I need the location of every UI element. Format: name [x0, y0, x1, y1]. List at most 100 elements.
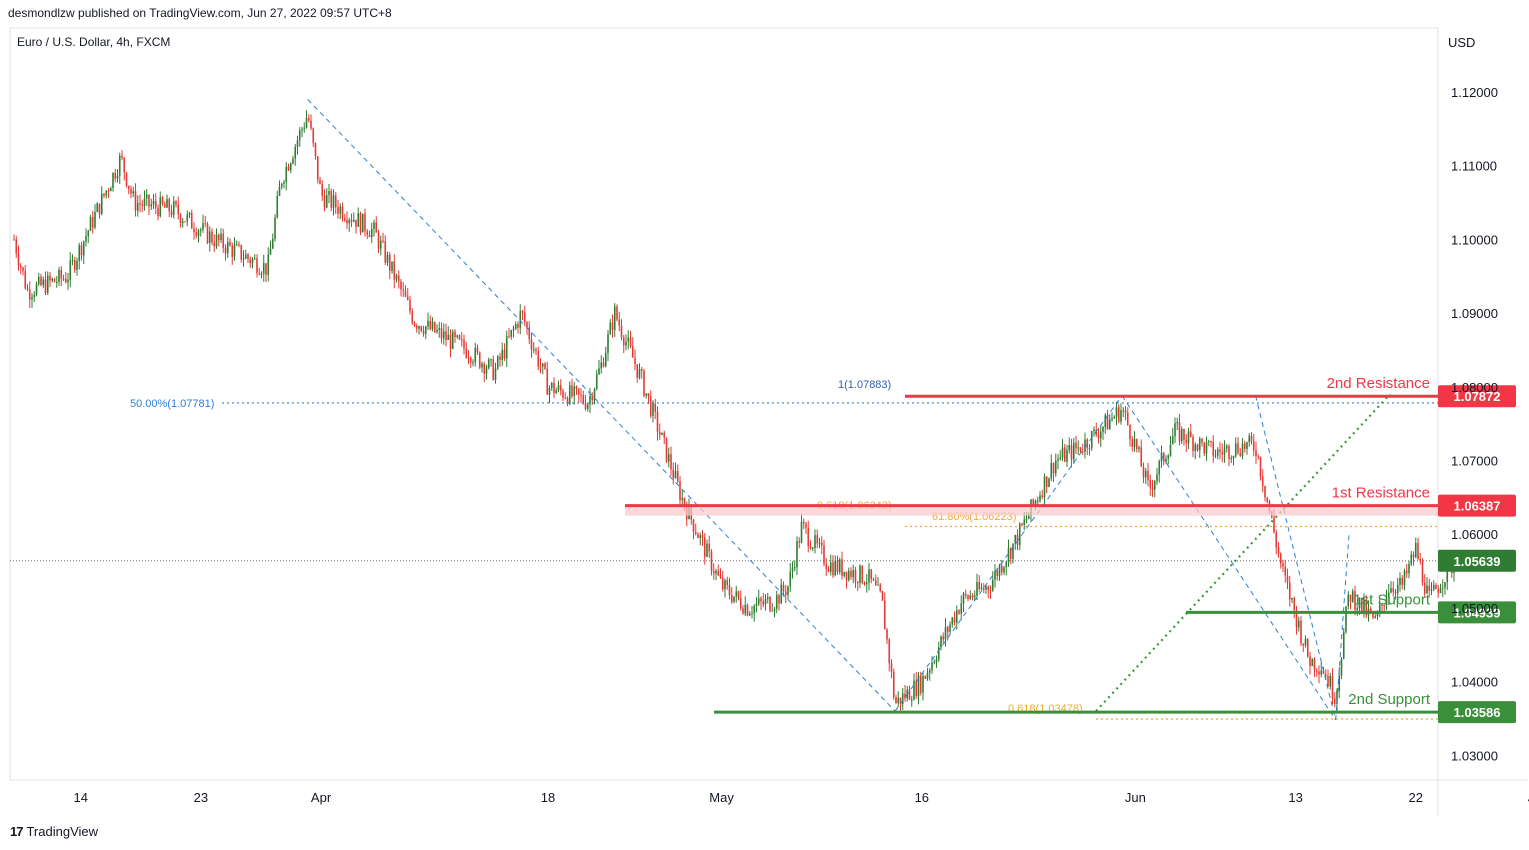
candle-body	[310, 120, 312, 129]
candle-body	[312, 128, 315, 144]
candle-body	[125, 172, 128, 186]
candle-body	[1187, 431, 1190, 444]
candle-body	[827, 568, 830, 572]
candle-body	[1414, 542, 1417, 558]
candle-body	[1149, 479, 1152, 488]
candle-body	[877, 584, 879, 586]
candle-body	[1444, 582, 1446, 588]
candle-body	[953, 617, 956, 623]
candle-body	[994, 571, 996, 580]
candle-body	[1255, 450, 1257, 457]
candle-body	[82, 241, 85, 256]
candle-body	[87, 230, 90, 237]
candle-body	[643, 370, 645, 396]
candle-body	[235, 244, 238, 246]
candle-body	[595, 374, 598, 389]
candle-body	[413, 322, 416, 326]
candle-body	[1365, 599, 1368, 616]
candle-body	[1106, 415, 1109, 430]
candle-body	[526, 322, 528, 328]
candle-body	[339, 206, 342, 214]
candle-body	[973, 595, 976, 598]
candle-body	[379, 240, 382, 249]
price-tag-box	[1438, 385, 1516, 408]
candle-body	[1340, 658, 1343, 676]
candle-body	[532, 349, 535, 351]
candle-body	[186, 214, 189, 222]
candle-body	[1189, 431, 1192, 437]
candle-body	[1327, 675, 1329, 687]
candle-body	[1408, 563, 1410, 574]
candle-body	[409, 299, 411, 312]
candle-body	[1264, 486, 1266, 498]
candle-body	[924, 675, 927, 679]
candle-body	[168, 199, 171, 212]
candle-body	[1333, 698, 1336, 704]
candle-body	[1423, 582, 1426, 594]
candle-body	[521, 311, 524, 313]
candle-body	[751, 613, 753, 615]
candle-body	[928, 670, 931, 673]
candle-body	[1437, 588, 1440, 593]
candle-body	[964, 593, 967, 596]
candle-body	[559, 385, 562, 391]
candle-body	[28, 289, 31, 300]
candle-body	[899, 697, 902, 705]
candle-body	[438, 328, 441, 331]
candle-body	[71, 259, 74, 261]
candle-body	[199, 229, 202, 232]
candle-body	[463, 339, 465, 349]
trend-dashed-line	[894, 395, 1123, 712]
candle-body	[1356, 608, 1359, 610]
candle-body	[841, 559, 843, 576]
candle-body	[796, 541, 798, 568]
candle-body	[1041, 495, 1044, 498]
candle-body	[892, 671, 895, 698]
candle-body	[442, 331, 445, 339]
candle-body	[913, 680, 915, 700]
candle-body	[787, 586, 789, 595]
candle-body	[823, 545, 825, 565]
candle-body	[1248, 435, 1251, 443]
candle-body	[782, 584, 785, 592]
candle-body	[1324, 674, 1327, 676]
candle-body	[1295, 610, 1298, 628]
candle-body	[1241, 443, 1244, 456]
candle-body	[544, 363, 546, 369]
candle-body	[274, 217, 276, 240]
candle-body	[1138, 447, 1140, 449]
candle-body	[512, 328, 515, 331]
candle-body	[1014, 535, 1017, 544]
candle-body	[436, 330, 438, 333]
candle-body	[1086, 439, 1089, 449]
candle-body	[600, 362, 603, 369]
candle-body	[427, 320, 429, 327]
candle-body	[701, 535, 704, 538]
candle-body	[51, 278, 54, 281]
candle-body	[557, 385, 560, 391]
trend-dashed-line	[1121, 395, 1337, 721]
level-name: 1st Resistance	[1332, 485, 1430, 502]
candle-body	[967, 595, 969, 599]
candle-body	[1063, 447, 1066, 462]
candle-body	[1158, 461, 1161, 475]
candle-body	[769, 597, 771, 611]
candle-body	[1322, 670, 1325, 675]
candle-body	[226, 241, 229, 254]
candle-body	[251, 259, 254, 264]
candle-body	[1201, 438, 1203, 443]
candle-body	[1212, 441, 1215, 457]
candle-body	[629, 337, 632, 346]
candle-body	[1338, 675, 1341, 691]
price-chart[interactable]: 50.00%(1.07781)1(1.07883)0.618(1.06242)6…	[0, 0, 1529, 815]
candle-body	[832, 562, 834, 576]
candle-body	[553, 382, 555, 394]
candle-body	[1313, 658, 1316, 671]
candle-body	[94, 211, 96, 228]
price-tag-label: 1.07872	[1454, 389, 1501, 404]
candle-body	[627, 337, 630, 342]
price-tag-box	[1438, 701, 1516, 724]
candle-body	[1284, 566, 1287, 576]
candle-body	[1342, 631, 1345, 659]
axis-layer: USD1.120001.110001.100001.090001.080001.…	[74, 35, 1529, 805]
